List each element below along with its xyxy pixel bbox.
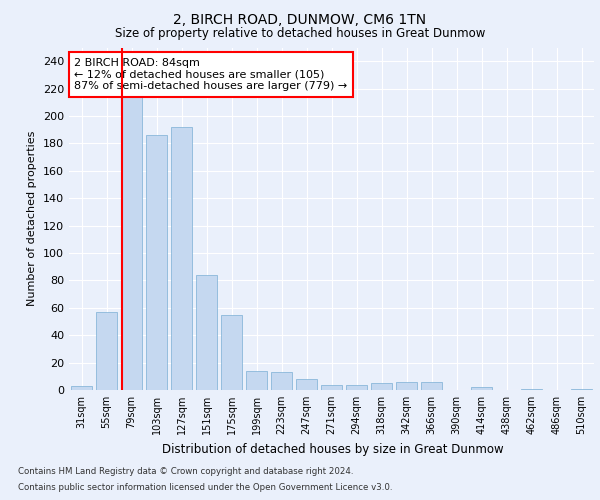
Text: 2 BIRCH ROAD: 84sqm
← 12% of detached houses are smaller (105)
87% of semi-detac: 2 BIRCH ROAD: 84sqm ← 12% of detached ho…	[74, 58, 347, 91]
Text: Size of property relative to detached houses in Great Dunmow: Size of property relative to detached ho…	[115, 28, 485, 40]
Text: Contains public sector information licensed under the Open Government Licence v3: Contains public sector information licen…	[18, 482, 392, 492]
Bar	[371, 383, 392, 390]
Bar	[96, 312, 117, 390]
Text: Contains HM Land Registry data © Crown copyright and database right 2024.: Contains HM Land Registry data © Crown c…	[18, 468, 353, 476]
Bar	[196, 275, 217, 390]
Bar	[271, 372, 292, 390]
Bar	[471, 388, 492, 390]
Text: 2, BIRCH ROAD, DUNMOW, CM6 1TN: 2, BIRCH ROAD, DUNMOW, CM6 1TN	[173, 12, 427, 26]
Bar	[71, 386, 92, 390]
Bar	[221, 314, 242, 390]
Bar	[171, 127, 192, 390]
Bar	[346, 384, 367, 390]
Bar	[146, 135, 167, 390]
Y-axis label: Number of detached properties: Number of detached properties	[28, 131, 37, 306]
Bar	[296, 379, 317, 390]
Text: Distribution of detached houses by size in Great Dunmow: Distribution of detached houses by size …	[162, 442, 504, 456]
Bar	[396, 382, 417, 390]
Bar	[121, 75, 142, 390]
Bar	[571, 388, 592, 390]
Bar	[246, 371, 267, 390]
Bar	[321, 384, 342, 390]
Bar	[521, 388, 542, 390]
Bar	[421, 382, 442, 390]
